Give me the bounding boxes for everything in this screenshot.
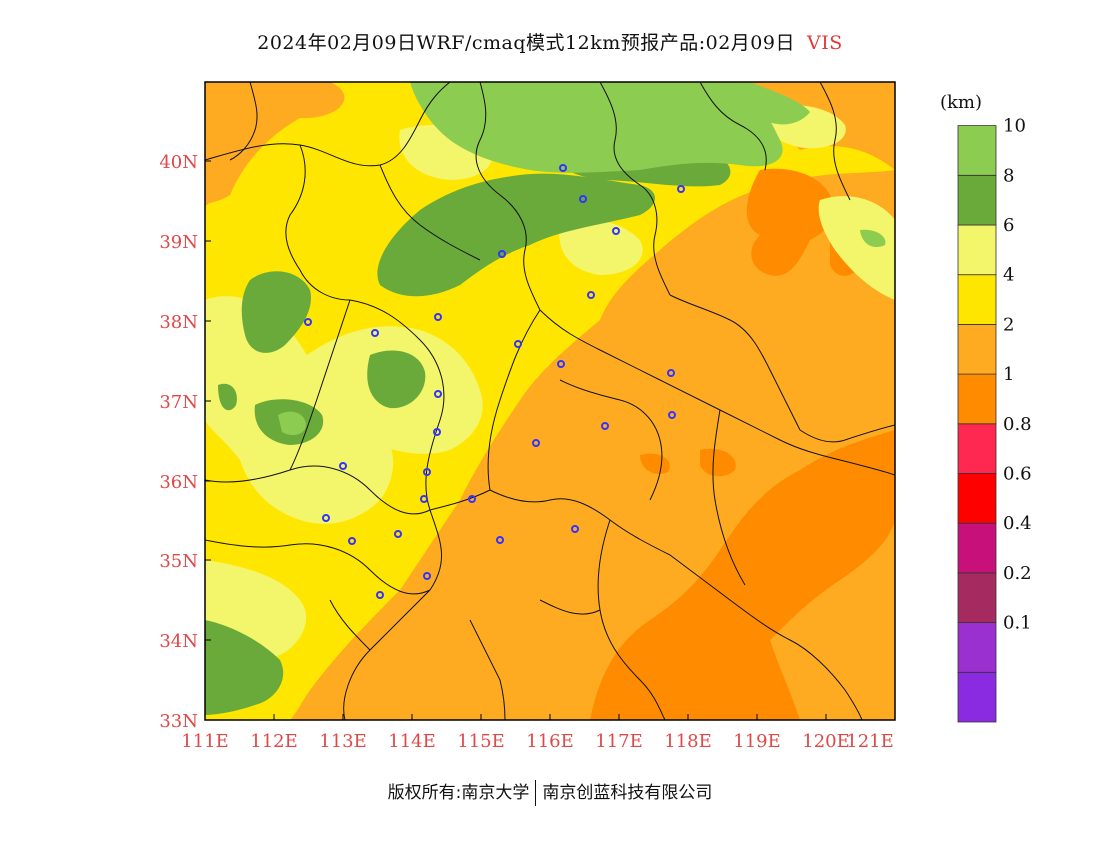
x-axis — [204, 714, 896, 720]
legend-label: 0.8 — [1003, 414, 1032, 435]
legend-label: 1 — [1003, 364, 1014, 385]
admin-boundaries — [205, 82, 895, 720]
legend-swatch — [957, 323, 997, 375]
legend-swatch — [957, 274, 997, 325]
color-legend: (km) 0.1 0.2 0.4 0.6 0.8 1 2 4 6 8 10 — [940, 92, 1032, 723]
y-tick-label: 36N — [159, 472, 198, 493]
legend-label: 10 — [1003, 116, 1026, 137]
x-tick-label: 112E — [250, 731, 298, 752]
y-tick-label: 34N — [159, 631, 198, 652]
legend-swatch — [957, 125, 997, 176]
x-axis-labels: 111E 112E 113E 114E 115E 116E 117E 118E … — [181, 731, 894, 752]
legend-swatch — [957, 174, 997, 226]
x-tick-label: 117E — [595, 731, 643, 752]
x-tick-label: 119E — [733, 731, 781, 752]
legend-swatch — [957, 572, 997, 624]
footer-separator — [535, 780, 537, 806]
legend-label: 0.6 — [1003, 464, 1032, 485]
legend-swatch — [957, 522, 997, 574]
y-tick-label: 33N — [159, 711, 198, 732]
legend-bins: 0.1 0.2 0.4 0.6 0.8 1 2 4 6 8 10 — [957, 116, 1032, 723]
y-axis — [205, 160, 211, 721]
legend-unit: (km) — [940, 92, 982, 113]
x-tick-label: 118E — [664, 731, 712, 752]
legend-label: 0.4 — [1003, 513, 1032, 534]
y-tick-label: 40N — [159, 152, 198, 173]
legend-label: 6 — [1003, 215, 1014, 236]
legend-swatch — [957, 423, 997, 474]
y-tick-label: 35N — [159, 551, 198, 572]
y-tick-label: 39N — [159, 232, 198, 253]
legend-label: 4 — [1003, 265, 1014, 286]
title-main: 2024年02月09日WRF/cmaq模式12km预报产品:02月09日 — [257, 32, 795, 54]
legend-swatch — [957, 473, 997, 524]
legend-swatch — [957, 373, 997, 425]
x-tick-label: 111E — [181, 731, 229, 752]
x-tick-label: 113E — [319, 731, 367, 752]
legend-swatch — [957, 622, 997, 673]
map-title: 2024年02月09日WRF/cmaq模式12km预报产品:02月09日 VIS — [0, 28, 1100, 55]
legend-label: 0.1 — [1003, 613, 1032, 634]
legend-swatch — [957, 671, 997, 723]
legend-label: 0.2 — [1003, 563, 1032, 584]
visibility-field — [205, 82, 895, 720]
footer-right: 南京创蓝科技有限公司 — [542, 783, 713, 803]
x-tick-label: 116E — [526, 731, 574, 752]
legend-swatch — [957, 224, 997, 276]
x-tick-label: 115E — [457, 731, 505, 752]
station-markers — [304, 164, 685, 599]
legend-label: 8 — [1003, 165, 1014, 186]
x-tick-label: 114E — [388, 731, 436, 752]
y-tick-label: 38N — [159, 312, 198, 333]
title-variable: VIS — [807, 32, 843, 54]
footer-left: 版权所有:南京大学 — [387, 783, 530, 803]
x-tick-label: 120E — [802, 731, 850, 752]
y-axis-labels: 33N 34N 35N 36N 37N 38N 39N 40N — [159, 152, 198, 732]
y-tick-label: 37N — [159, 392, 198, 413]
copyright-footer: 版权所有:南京大学 南京创蓝科技有限公司 — [0, 778, 1100, 806]
legend-label: 2 — [1003, 314, 1014, 335]
x-tick-label: 121E — [846, 731, 894, 752]
